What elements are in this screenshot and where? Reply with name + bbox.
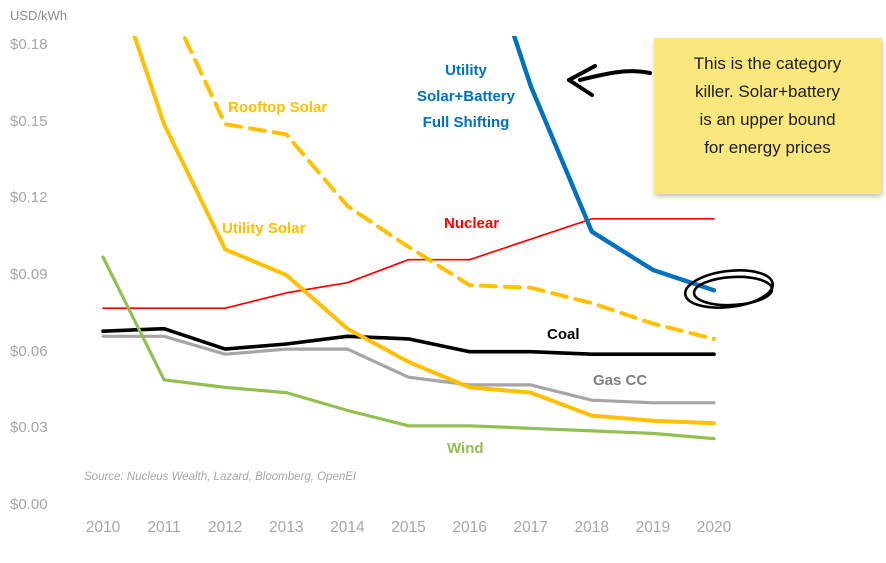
x-tick-label: 2010	[85, 519, 121, 536]
y-tick-label: $0.12	[10, 189, 48, 207]
label-utility-solar-battery: Utility Solar+Battery Full Shifting	[392, 58, 540, 136]
label-nuclear: Nuclear	[444, 215, 500, 232]
series-line-coal	[101, 326, 716, 357]
series-line-nuclear	[102, 217, 715, 310]
sticky-note-line2: killer. Solar+battery	[694, 82, 841, 101]
series-line-rooftop-solar	[181, 36, 716, 341]
hand-drawn-circle	[683, 269, 775, 309]
y-tick-label: $0.06	[10, 342, 48, 360]
series-lines	[101, 36, 717, 441]
x-tick-label: 2017	[513, 519, 548, 536]
source-note: Source: Nucleus Wealth, Lazard, Bloomber…	[84, 471, 357, 483]
x-tick-label: 2015	[391, 519, 426, 536]
y-tick-label: $0.03	[10, 419, 48, 437]
label-coal: Coal	[547, 326, 580, 343]
y-tick-label: $0.09	[10, 266, 48, 283]
x-tick-label: 2020	[696, 519, 732, 536]
hand-drawn-arrow	[567, 64, 652, 97]
x-tick-label: 2012	[207, 519, 243, 536]
sticky-note: This is the category killer. Solar+batte…	[654, 38, 881, 194]
series-line-utility-solar	[132, 36, 716, 426]
label-utility-solar-battery-line2: Solar+Battery	[417, 88, 515, 105]
series-line-utility-solar-battery	[511, 36, 717, 293]
x-tick-label: 2018	[574, 519, 610, 536]
y-tick-label: $0.00	[10, 496, 48, 513]
sticky-note-line4: for energy prices	[704, 138, 831, 157]
x-tick-label: 2013	[269, 519, 304, 536]
y-tick-label: $0.15	[10, 112, 48, 130]
sticky-note-line1: This is the category	[693, 54, 842, 73]
x-tick-label: 2014	[330, 519, 365, 536]
x-tick-label: 2016	[452, 519, 487, 536]
label-wind: Wind	[447, 440, 484, 457]
label-rooftop-solar: Rooftop Solar	[228, 99, 328, 116]
x-tick-label: 2019	[635, 519, 671, 536]
series-line-wind	[101, 255, 716, 441]
label-utility-solar-battery-line3: Full Shifting	[422, 114, 510, 131]
x-tick-label: 2011	[147, 519, 181, 536]
label-utility-solar-battery-line1: Utility	[445, 62, 487, 79]
label-gas-cc: Gas CC	[593, 372, 648, 389]
sticky-note-line3: is an upper bound	[699, 110, 836, 129]
series-line-gas-cc	[101, 334, 716, 405]
y-axis-unit-label: USD/kWh	[10, 8, 68, 23]
y-tick-label: $0.18	[10, 36, 48, 53]
label-utility-solar: Utility Solar	[222, 220, 306, 237]
